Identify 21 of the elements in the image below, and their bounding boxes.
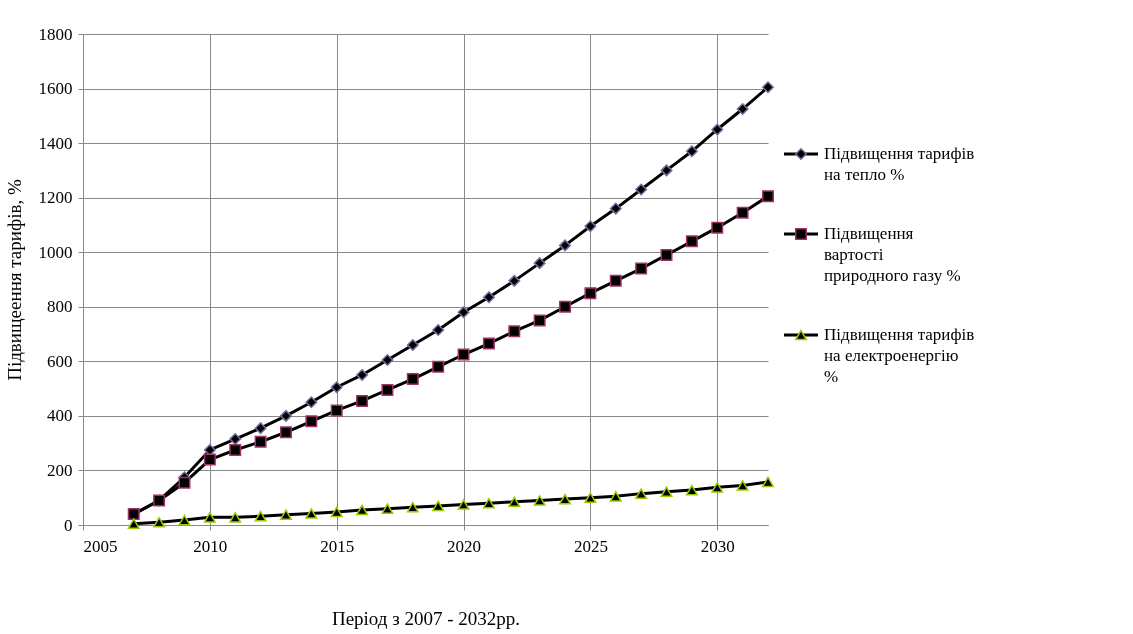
legend-label: Підвищення тарифів на тепло %	[824, 144, 975, 184]
legend-label: Підвищення вартості природного газу %	[824, 224, 961, 285]
x-tick-label: 2020	[447, 536, 482, 556]
y-tick-label: 1000	[38, 242, 73, 262]
x-tick-label: 2030	[700, 536, 735, 556]
y-tick-label: 1800	[38, 24, 73, 44]
y-axis-title: Підвищеення тарифів, %	[3, 179, 25, 381]
y-tick-label: 600	[47, 351, 73, 371]
x-axis-title: Період з 2007 - 2032рр.	[331, 607, 521, 629]
y-tick-label: 200	[47, 460, 73, 480]
y-tick-label: 400	[47, 406, 73, 426]
y-tick-label: 1200	[38, 188, 73, 208]
y-tick-label: 1600	[38, 79, 73, 99]
x-tick-label: 2015	[320, 536, 355, 556]
y-tick-label: 1400	[38, 133, 73, 153]
x-tick-label: 2025	[573, 536, 608, 556]
y-tick-label: 0	[64, 515, 73, 535]
legend-label: Підвищення тарифів на електроенергію %	[824, 325, 975, 386]
x-tick-label: 2010	[193, 536, 228, 556]
x-tick-label: 2005	[83, 536, 118, 556]
y-tick-label: 800	[47, 297, 73, 317]
